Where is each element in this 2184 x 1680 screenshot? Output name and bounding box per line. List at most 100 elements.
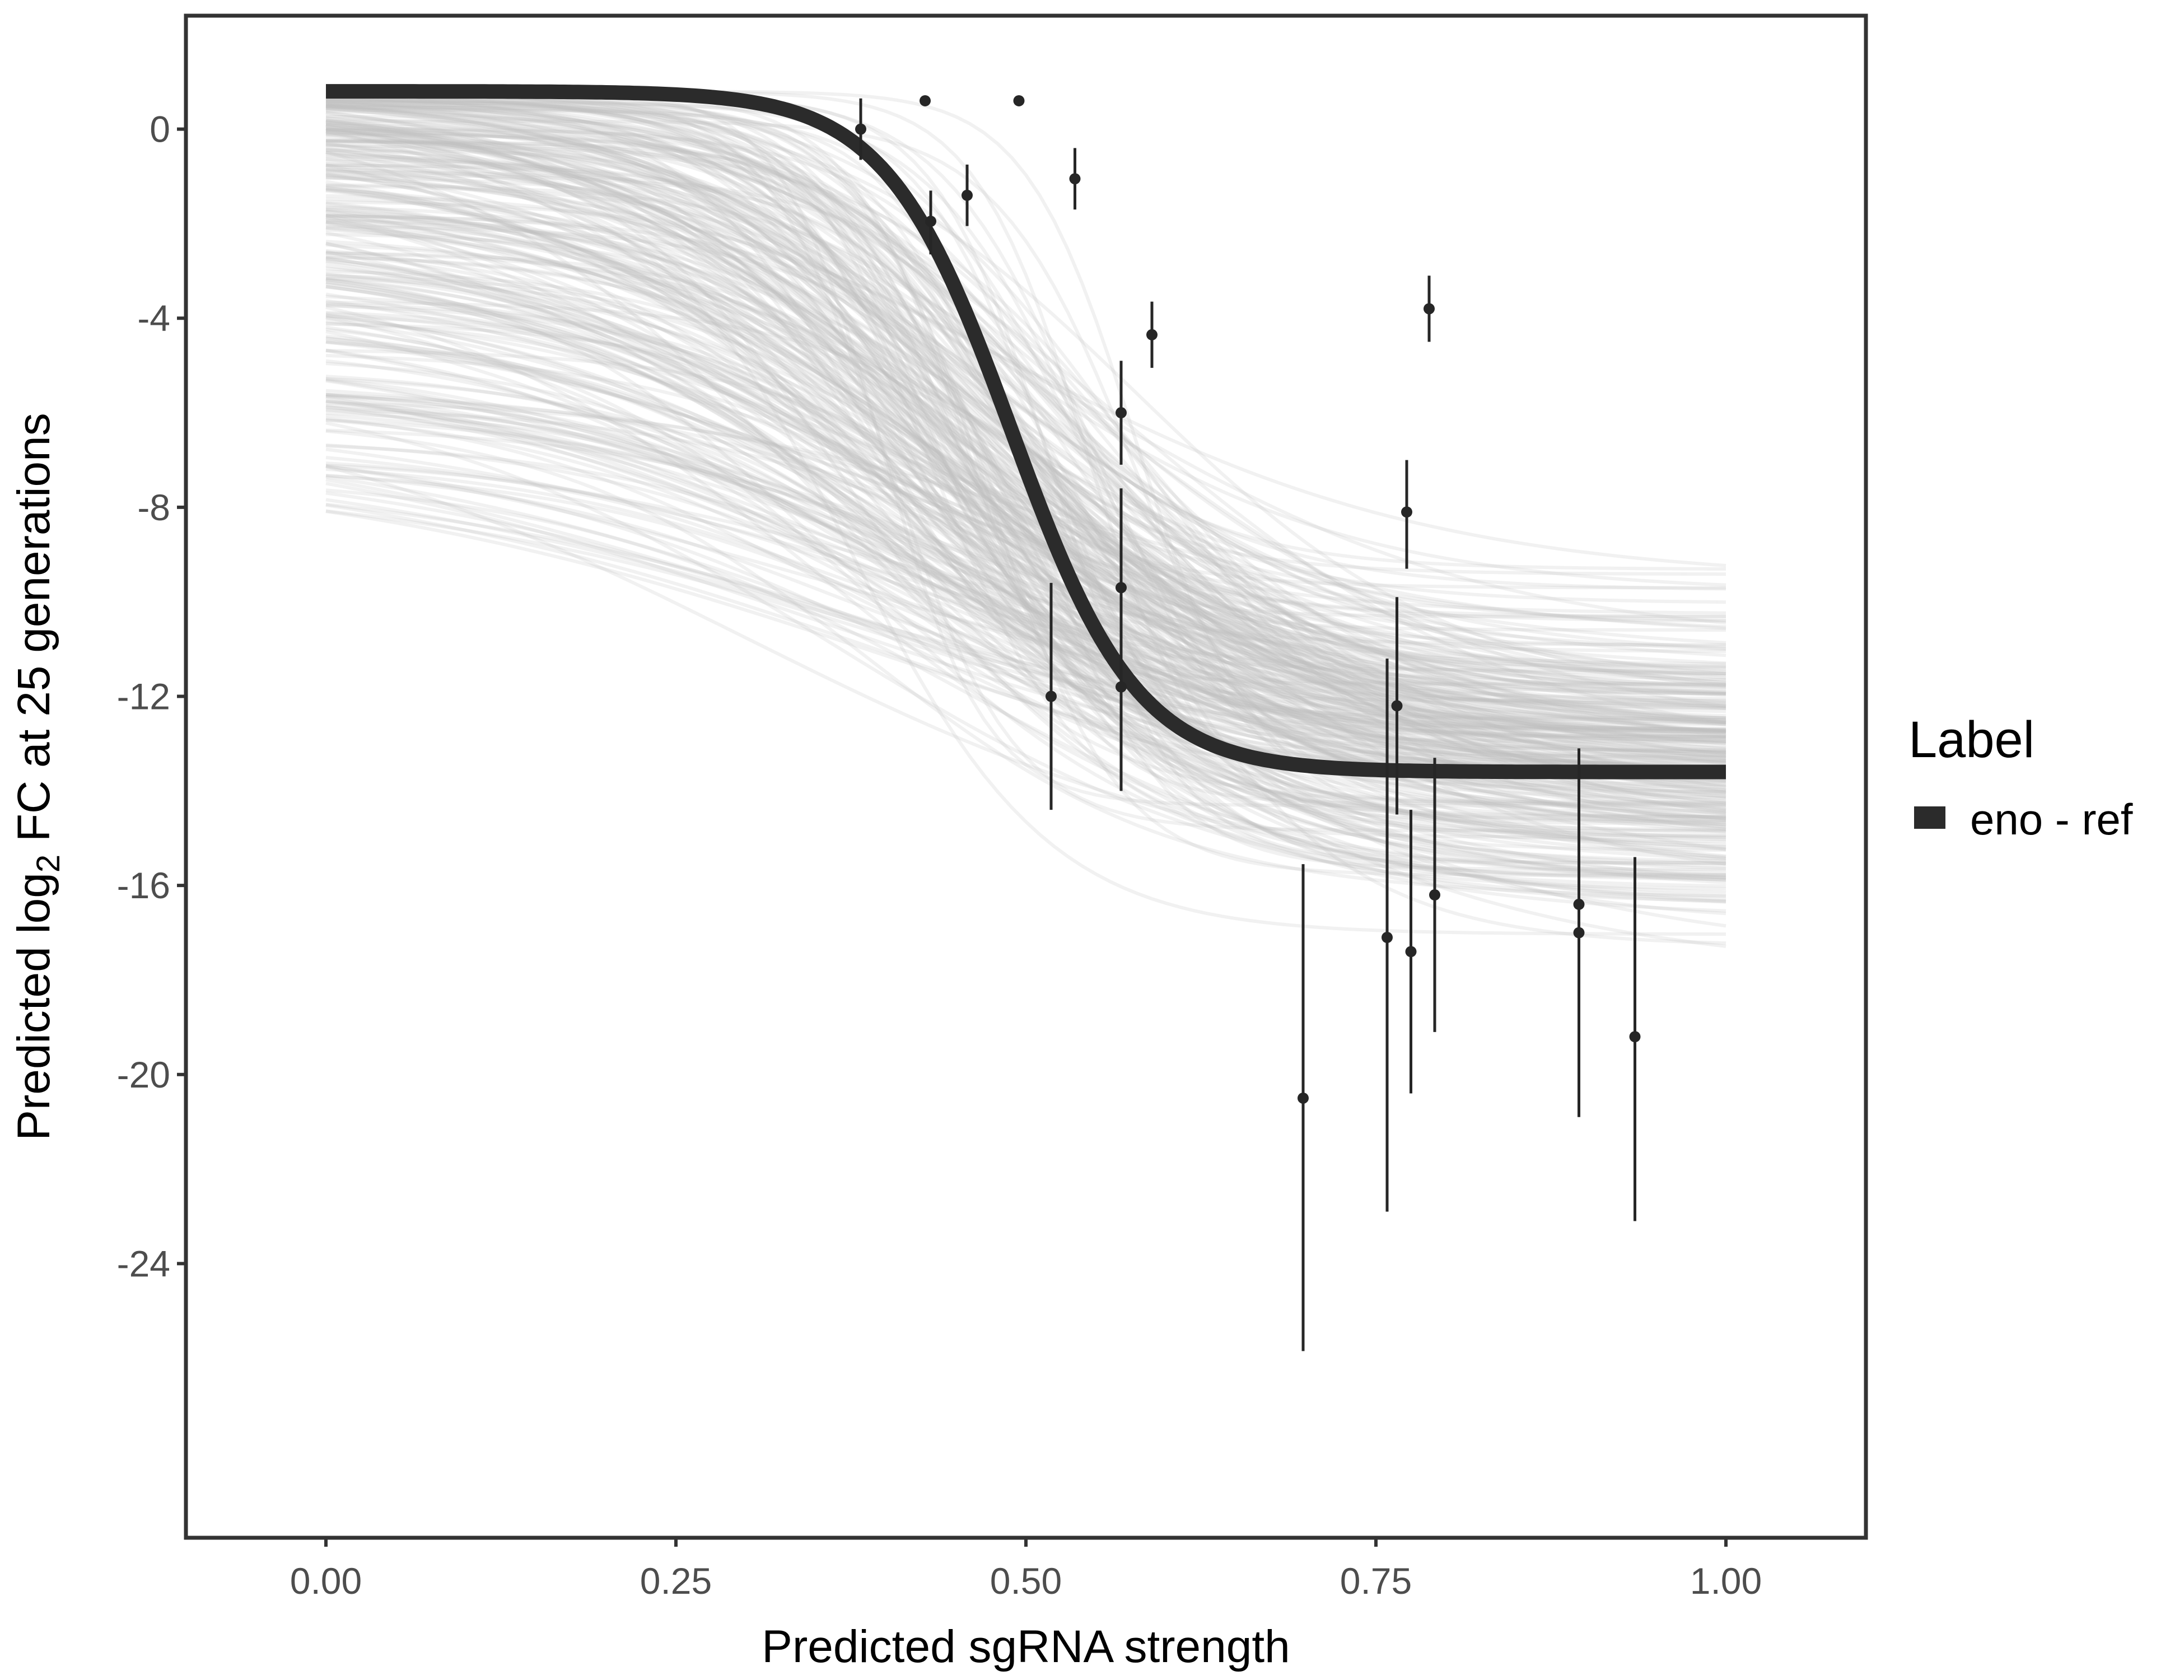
posterior-draw-line xyxy=(325,116,1726,851)
data-point xyxy=(1424,303,1435,315)
posterior-draw-line xyxy=(325,150,1726,913)
posterior-draw-line xyxy=(325,141,1726,823)
posterior-draw-line xyxy=(325,401,1726,754)
posterior-draw-line xyxy=(325,130,1726,903)
posterior-draw-line xyxy=(325,276,1726,894)
posterior-draw-line xyxy=(325,176,1726,825)
data-point xyxy=(855,123,866,135)
posterior-draw-line xyxy=(325,160,1726,653)
data-point xyxy=(1391,700,1403,712)
posterior-draw-line xyxy=(325,488,1726,901)
posterior-draw-line xyxy=(325,175,1726,745)
posterior-draw-line xyxy=(325,148,1726,763)
posterior-draw-line xyxy=(325,106,1726,587)
posterior-draw-line xyxy=(325,139,1726,673)
posterior-draw-line xyxy=(325,260,1726,858)
posterior-draw-line xyxy=(325,111,1726,884)
posterior-draw-line xyxy=(325,393,1726,669)
posterior-draw-line xyxy=(325,94,1726,824)
posterior-draw-line xyxy=(325,399,1726,696)
posterior-draw-lines xyxy=(325,90,1726,948)
posterior-draw-line xyxy=(325,395,1726,928)
plot-area xyxy=(325,84,1726,1351)
y-tick-label: -4 xyxy=(137,297,170,339)
posterior-draw-line xyxy=(325,99,1726,765)
posterior-draw-line xyxy=(325,214,1726,838)
posterior-draw-line xyxy=(325,120,1726,821)
posterior-draw-line xyxy=(325,315,1726,615)
posterior-draw-line xyxy=(325,100,1726,753)
posterior-draw-line xyxy=(325,91,1726,732)
posterior-draw-line xyxy=(325,241,1726,792)
posterior-draw-line xyxy=(326,101,1726,804)
posterior-draw-line xyxy=(325,394,1726,645)
posterior-draw-line xyxy=(325,277,1726,737)
posterior-draw-line xyxy=(325,102,1726,682)
data-point xyxy=(1629,1031,1641,1043)
posterior-draw-line xyxy=(325,151,1726,811)
posterior-draw-line xyxy=(325,94,1726,685)
posterior-draw-line xyxy=(325,104,1726,762)
posterior-draw-line xyxy=(325,321,1726,786)
posterior-draw-line xyxy=(325,231,1726,738)
posterior-draw-line xyxy=(325,143,1726,807)
posterior-draw-line xyxy=(325,337,1726,755)
posterior-draw-line xyxy=(326,100,1726,877)
posterior-draw-line xyxy=(325,114,1726,650)
posterior-draw-line xyxy=(325,114,1726,632)
posterior-draw-line xyxy=(325,209,1726,676)
posterior-draw-line xyxy=(325,404,1726,735)
y-tick-label: -24 xyxy=(117,1243,170,1284)
posterior-draw-line xyxy=(325,124,1726,829)
posterior-draw-line xyxy=(325,201,1726,850)
posterior-draw-line xyxy=(325,127,1726,722)
posterior-draw-line xyxy=(325,129,1726,688)
posterior-draw-line xyxy=(325,305,1726,878)
posterior-draw-line xyxy=(325,172,1726,815)
posterior-draw-line xyxy=(325,226,1726,692)
y-axis-title-subscript: 2 xyxy=(30,855,67,872)
posterior-draw-line xyxy=(325,128,1726,688)
posterior-draw-line xyxy=(325,139,1726,733)
posterior-draw-line xyxy=(325,362,1726,734)
posterior-draw-line xyxy=(325,120,1726,820)
posterior-draw-line xyxy=(325,267,1726,781)
posterior-draw-line xyxy=(325,91,1726,797)
y-tick-label: -12 xyxy=(117,676,170,717)
posterior-draw-line xyxy=(325,197,1726,881)
posterior-draw-line xyxy=(325,209,1726,778)
posterior-draw-line xyxy=(325,464,1726,675)
data-point xyxy=(1298,1092,1309,1104)
posterior-draw-line xyxy=(325,132,1726,945)
posterior-draw-line xyxy=(325,264,1726,694)
posterior-draw-line xyxy=(325,164,1726,794)
posterior-draw-line xyxy=(325,311,1726,842)
y-axis-title: Predicted log2 FC at 25 generations xyxy=(8,413,67,1140)
posterior-draw-line xyxy=(325,349,1726,769)
posterior-draw-line xyxy=(325,117,1726,783)
posterior-draw-line xyxy=(325,256,1726,733)
posterior-draw-line xyxy=(325,414,1726,689)
posterior-draw-line xyxy=(325,216,1726,824)
posterior-draw-line xyxy=(325,95,1726,725)
posterior-draw-line xyxy=(325,206,1726,768)
data-point xyxy=(1382,931,1393,943)
posterior-draw-line xyxy=(325,274,1726,706)
posterior-draw-line xyxy=(325,139,1726,759)
posterior-draw-line xyxy=(325,217,1726,669)
posterior-draw-line xyxy=(326,119,1726,831)
posterior-draw-line xyxy=(325,214,1726,647)
posterior-draw-line xyxy=(325,101,1726,766)
posterior-draw-line xyxy=(325,138,1726,758)
posterior-draw-line xyxy=(325,474,1726,754)
posterior-draw-line xyxy=(325,144,1726,819)
posterior-draw-line xyxy=(325,325,1726,760)
posterior-draw-line xyxy=(325,378,1726,792)
posterior-draw-line xyxy=(325,272,1726,710)
posterior-draw-line xyxy=(325,377,1726,861)
posterior-draw-line xyxy=(325,251,1726,696)
data-points xyxy=(855,95,1641,1351)
posterior-draw-line xyxy=(325,284,1726,827)
fit-curve-eno-ref xyxy=(326,84,1726,780)
